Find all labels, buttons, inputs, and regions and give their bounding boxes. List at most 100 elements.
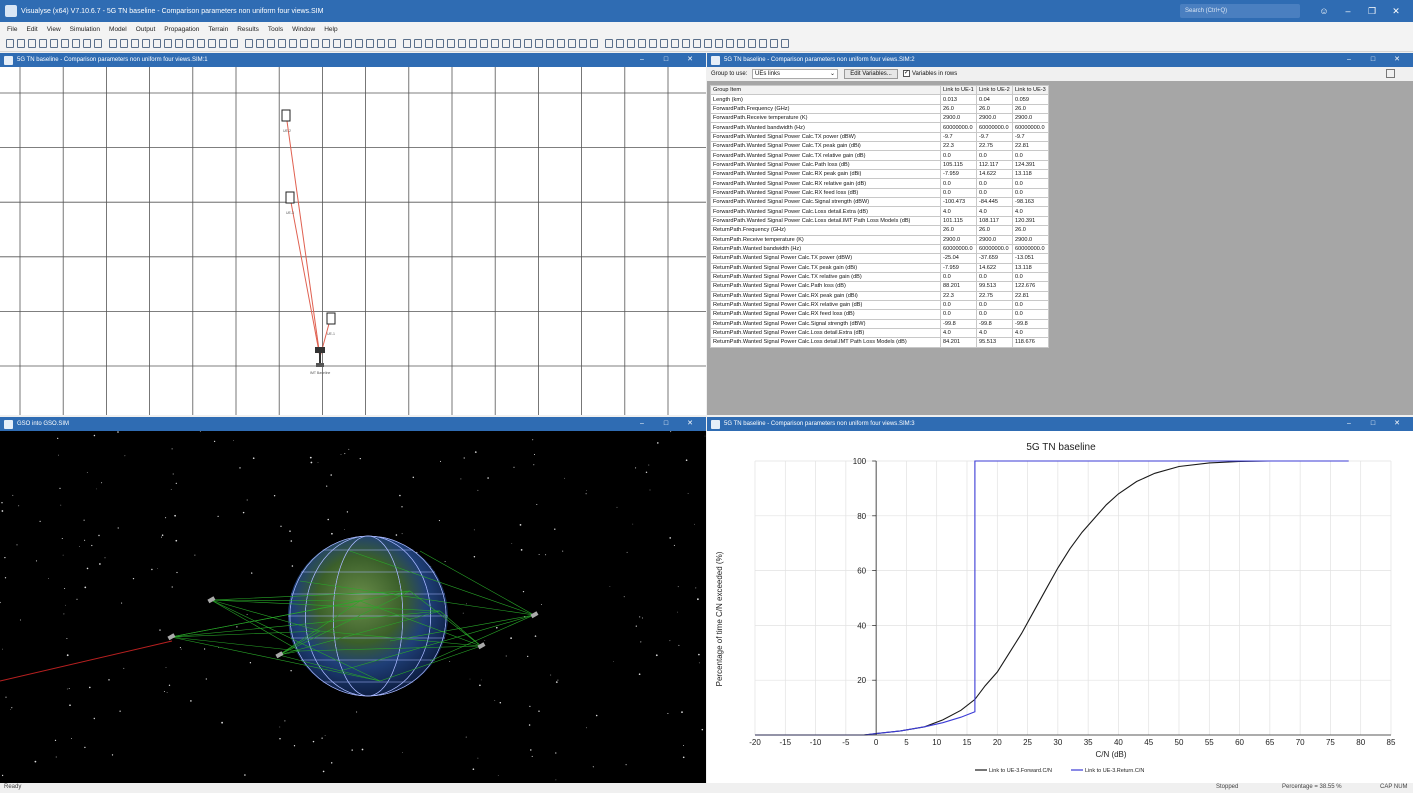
globe-view[interactable] (0, 431, 706, 783)
toolbar-tool-icon[interactable] (403, 39, 411, 48)
menu-file[interactable]: File (7, 25, 18, 33)
cn-chart[interactable]: -20 -15 -10 -5 0 5 10 15 20 25 30 35 40 45 50 55 60 65 70 7… (707, 431, 1413, 783)
menu-results[interactable]: Results (237, 25, 259, 33)
table-row[interactable]: ReturnPath.Wanted Signal Power Calc.TX r… (710, 271, 1049, 283)
account-icon[interactable]: ☺ (1319, 6, 1329, 16)
table-row[interactable]: ReturnPath.Wanted Signal Power Calc.Loss… (710, 337, 1049, 348)
toolbar-tool-icon[interactable] (513, 39, 521, 48)
toolbar-tool-icon[interactable] (737, 39, 745, 48)
toolbar-tool-icon[interactable] (28, 39, 36, 48)
menu-help[interactable]: Help (324, 25, 338, 33)
maximize-button[interactable]: ❐ (1367, 6, 1377, 16)
satellite-icons[interactable] (167, 596, 539, 659)
toolbar-tool-icon[interactable] (627, 39, 635, 48)
toolbar-tool-icon[interactable] (333, 39, 341, 48)
toolbar-tool-icon[interactable] (480, 39, 488, 48)
toolbar-tool-icon[interactable] (50, 39, 58, 48)
pane-close-button[interactable]: ✕ (1394, 56, 1400, 63)
toolbar-tool-icon[interactable] (153, 39, 161, 48)
map-view[interactable]: UE-2 UE-3 UE-1 IMT Baseline (0, 67, 706, 415)
table-row[interactable]: ReturnPath.Wanted bandwidth (Hz) 60000000… (710, 243, 1049, 255)
pane-minimize-button[interactable]: – (1347, 56, 1351, 63)
toolbar-tool-icon[interactable] (535, 39, 543, 48)
toolbar-tool-icon[interactable] (425, 39, 433, 48)
menu-tools[interactable]: Tools (267, 25, 284, 33)
menu-propagation[interactable]: Propagation (164, 25, 200, 33)
ue2-phone-icon[interactable] (281, 109, 291, 122)
menu-simulation[interactable]: Simulation (69, 25, 101, 33)
toolbar-tool-icon[interactable] (388, 39, 396, 48)
toolbar-tool-icon[interactable] (300, 39, 308, 48)
toolbar-tool-icon[interactable] (671, 39, 679, 48)
ue1-phone-icon[interactable] (326, 312, 336, 325)
toolbar-tool-icon[interactable] (164, 39, 172, 48)
copy-icon[interactable] (1386, 69, 1395, 78)
toolbar-tool-icon[interactable] (120, 39, 128, 48)
menu-terrain[interactable]: Terrain (208, 25, 229, 33)
toolbar-tool-icon[interactable] (568, 39, 576, 48)
pane-maximize-button[interactable]: □ (1370, 56, 1376, 63)
table-row[interactable]: ForwardPath.Wanted Signal Power Calc.Los… (710, 206, 1049, 217)
toolbar-tool-icon[interactable] (175, 39, 183, 48)
toolbar-tool-icon[interactable] (344, 39, 352, 48)
toolbar-tool-icon[interactable] (278, 39, 286, 48)
toolbar-tool-icon[interactable] (131, 39, 139, 48)
toolbar-tool-icon[interactable] (142, 39, 150, 48)
menu-view[interactable]: View (46, 25, 61, 33)
table-row[interactable]: ForwardPath.Wanted Signal Power Calc.TX … (710, 150, 1049, 161)
toolbar-tool-icon[interactable] (649, 39, 657, 48)
group-select[interactable]: UEs links ⌄ (752, 69, 838, 79)
toolbar-tool-icon[interactable] (186, 39, 194, 48)
menu-edit[interactable]: Edit (26, 25, 38, 33)
toolbar-tool-icon[interactable] (524, 39, 532, 48)
table-row[interactable]: ForwardPath.Wanted bandwidth (Hz) 6000000… (710, 122, 1049, 133)
table-row[interactable]: ReturnPath.Wanted Signal Power Calc.Path… (710, 281, 1049, 292)
table-row[interactable]: Length (km) 0.013 0.04 0.059 (710, 94, 1049, 105)
table-row[interactable]: ReturnPath.Receive temperature (K) 2900.0… (710, 234, 1049, 245)
toolbar-tool-icon[interactable] (256, 39, 264, 48)
toolbar-tool-icon[interactable] (267, 39, 275, 48)
toolbar-tool-icon[interactable] (39, 39, 47, 48)
table-row[interactable]: ReturnPath.Wanted Signal Power Calc.Loss… (710, 327, 1049, 339)
toolbar-tool-icon[interactable] (311, 39, 319, 48)
table-row[interactable]: ReturnPath.Wanted Signal Power Calc.RX r… (710, 299, 1049, 311)
toolbar-tool-icon[interactable] (436, 39, 444, 48)
toolbar-tool-icon[interactable] (219, 39, 227, 48)
table-header-row[interactable]: Group Item Link to UE-1 Link to UE-2 Link t… (710, 84, 1049, 96)
table-row[interactable]: ForwardPath.Wanted Signal Power Calc.RX … (710, 187, 1049, 199)
pane-minimize-button[interactable]: – (640, 420, 644, 427)
toolbar-tool-icon[interactable] (770, 39, 778, 48)
table-row[interactable]: ReturnPath.Wanted Signal Power Calc.Sign… (710, 318, 1049, 329)
toolbar-tool-icon[interactable] (693, 39, 701, 48)
toolbar-tool-icon[interactable] (94, 39, 102, 48)
table-row[interactable]: ForwardPath.Wanted Signal Power Calc.TX … (710, 141, 1049, 152)
toolbar-tool-icon[interactable] (447, 39, 455, 48)
toolbar-tool-icon[interactable] (759, 39, 767, 48)
table-row[interactable]: ReturnPath.Frequency (GHz) 26.0 26.0 26.0 (710, 225, 1049, 236)
toolbar-tool-icon[interactable] (17, 39, 25, 48)
toolbar-tool-icon[interactable] (682, 39, 690, 48)
menu-window[interactable]: Window (292, 25, 316, 33)
table-row[interactable]: ForwardPath.Wanted Signal Power Calc.TX … (710, 131, 1049, 143)
toolbar-tool-icon[interactable] (245, 39, 253, 48)
toolbar-tool-icon[interactable] (748, 39, 756, 48)
toolbar-tool-icon[interactable] (83, 39, 91, 48)
toolbar-tool-icon[interactable] (289, 39, 297, 48)
table-row[interactable]: ForwardPath.Wanted Signal Power Calc.RX … (710, 178, 1049, 189)
pane-minimize-button[interactable]: – (1347, 420, 1351, 427)
table-row[interactable]: ForwardPath.Wanted Signal Power Calc.Sig… (710, 197, 1049, 208)
toolbar-tool-icon[interactable] (715, 39, 723, 48)
toolbar-tool-icon[interactable] (491, 39, 499, 48)
pane-close-button[interactable]: ✕ (1394, 420, 1400, 427)
toolbar-tool-icon[interactable] (469, 39, 477, 48)
table-row[interactable]: ReturnPath.Wanted Signal Power Calc.RX f… (710, 309, 1049, 320)
pane-maximize-button[interactable]: □ (663, 420, 669, 427)
toolbar-tool-icon[interactable] (579, 39, 587, 48)
menu-output[interactable]: Output (135, 25, 156, 33)
toolbar-tool-icon[interactable] (61, 39, 69, 48)
toolbar-tool-icon[interactable] (616, 39, 624, 48)
toolbar-tool-icon[interactable] (590, 39, 598, 48)
toolbar-tool-icon[interactable] (546, 39, 554, 48)
pane-maximize-button[interactable]: □ (663, 56, 669, 63)
table-row[interactable]: ReturnPath.Wanted Signal Power Calc.TX p… (710, 253, 1049, 264)
